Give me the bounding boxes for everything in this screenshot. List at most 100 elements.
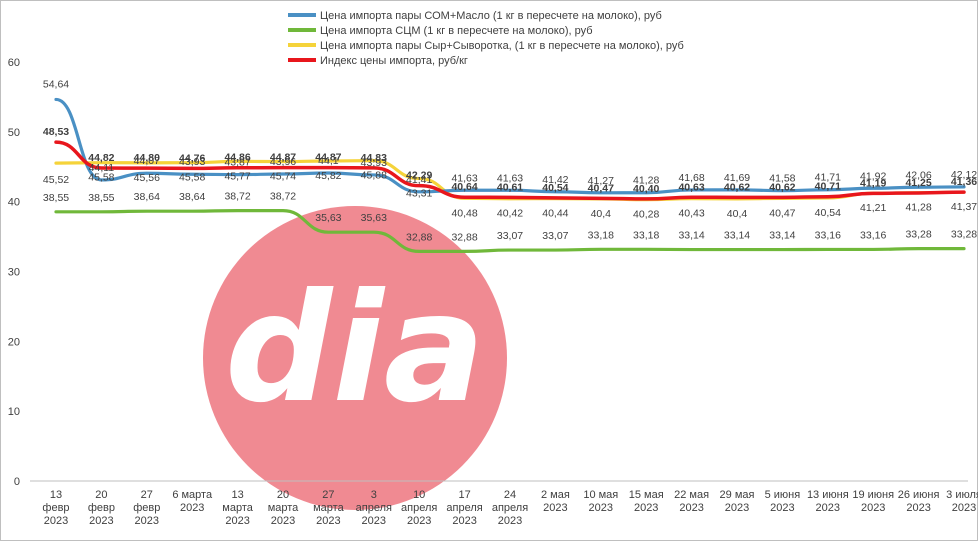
data-label-s4: 42,29	[406, 170, 432, 182]
data-label-s1: 41,69	[724, 172, 750, 184]
data-label-s1: 41,28	[633, 175, 659, 187]
data-label-s1: 43,87	[224, 157, 250, 169]
data-label-s2: 38,64	[134, 191, 160, 203]
data-label-s3: 45,58	[88, 172, 114, 184]
data-label-s4: 44,86	[224, 152, 250, 164]
x-tick-label: 22 мая 2023	[674, 489, 709, 514]
x-tick-label: 24 апреля 2023	[492, 489, 528, 527]
data-label-s2: 33,14	[724, 230, 750, 242]
x-tick-label: 17 апреля 2023	[446, 489, 482, 527]
y-tick-label: 0	[14, 476, 20, 488]
data-label-s1: 43,96	[270, 156, 296, 168]
dia-watermark-logo: dia	[203, 206, 507, 510]
data-label-s2: 38,55	[88, 192, 114, 204]
legend-entry: Индекс цены импорта, руб/кг	[320, 55, 468, 67]
y-tick-label: 30	[8, 267, 20, 279]
data-label-s4: 40,47	[588, 182, 614, 194]
data-label-s2: 33,07	[542, 230, 568, 242]
data-label-s2: 38,72	[270, 191, 296, 203]
chart-legend: Цена импорта пары СОМ+Масло (1 кг в пере…	[288, 10, 684, 67]
data-label-s4: 40,54	[542, 182, 568, 194]
data-label-s4: 40,71	[815, 181, 841, 193]
data-label-s3: 45,52	[43, 174, 69, 186]
chart-axes: 0 10 20 30 40 50 60 13 февр 2023 20 февр 2023 27 февр 2…	[8, 57, 978, 527]
data-label-s3: 43,31	[406, 188, 432, 200]
data-label-s3: 40,4	[591, 208, 612, 220]
data-label-s4: 40,64	[451, 181, 477, 193]
data-label-s3: 40,54	[815, 207, 841, 219]
data-label-s4: 41,25	[905, 177, 931, 189]
x-tick-label: 3 июля2023	[946, 489, 978, 514]
data-label-s1: 43,93	[179, 156, 205, 168]
data-label-s3: 41,28	[905, 202, 931, 214]
data-label-s2: 33,07	[497, 230, 523, 242]
legend-entry: Цена импорта пары Сыр+Сыворотка, (1 кг в…	[320, 40, 684, 52]
data-label-s1: 44,1	[318, 155, 339, 167]
x-tick-label: 29 мая 2023	[720, 489, 755, 514]
data-label-s3: 40,47	[769, 207, 795, 219]
data-label-s3: 45,56	[134, 172, 160, 184]
x-tick-label: 19 июня 2023	[852, 489, 894, 514]
series-line-4	[54, 140, 966, 201]
data-label-s4: 41,19	[860, 177, 886, 189]
x-tick-label: 15 мая 2023	[629, 489, 664, 514]
data-label-s3: 40,43	[678, 208, 704, 220]
watermark-text: dia	[225, 262, 485, 436]
data-label-s4: 44,76	[179, 152, 205, 164]
data-label-s2: 33,14	[678, 230, 704, 242]
series-line-1	[54, 97, 966, 195]
x-tick-label: 5 июня 2023	[765, 489, 801, 514]
data-label-s3: 40,44	[542, 208, 568, 220]
data-label-s2: 38,64	[179, 191, 205, 203]
data-label-s2: 38,55	[43, 192, 69, 204]
data-label-s1: 41,42	[542, 174, 568, 186]
data-label-s1: 41,71	[815, 172, 841, 184]
data-label-s1: 44,07	[134, 155, 160, 167]
data-label-s3: 45,82	[315, 170, 341, 182]
data-label-s1: 41,63	[497, 172, 523, 184]
x-tick-label: 27 марта 2023	[313, 489, 344, 527]
data-label-s2: 38,72	[224, 191, 250, 203]
y-tick-label: 50	[8, 127, 20, 139]
data-label-s3: 40,28	[633, 209, 659, 221]
y-tick-label: 40	[8, 197, 20, 209]
data-label-s3: 40,4	[727, 208, 748, 220]
y-tick-label: 20	[8, 336, 20, 348]
y-tick-label: 60	[8, 57, 20, 69]
data-label-s4: 40,63	[678, 181, 704, 193]
data-label-s2: 33,28	[951, 229, 977, 241]
data-label-s1: 41,63	[451, 172, 477, 184]
data-label-s3: 40,42	[497, 208, 523, 220]
data-label-s1: 41,58	[769, 173, 795, 185]
data-label-s4: 44,80	[134, 152, 160, 164]
x-tick-label: 10 апреля 2023	[401, 489, 437, 527]
data-label-s4: 44,87	[315, 152, 341, 164]
data-label-s4: 44,83	[361, 152, 387, 164]
data-label-s1: 43,93	[361, 157, 387, 169]
legend-entry: Цена импорта СЦМ (1 кг в пересчете на мо…	[320, 25, 593, 37]
data-label-s1: 42,12	[951, 169, 977, 181]
data-label-s4: 48,53	[43, 126, 69, 138]
data-label-s2: 35,63	[361, 212, 387, 224]
data-label-s1: 54,64	[43, 78, 69, 90]
data-label-s2: 33,18	[588, 229, 614, 241]
data-label-s1: 41,41	[406, 174, 432, 186]
data-label-s2: 35,63	[315, 212, 341, 224]
data-label-s2: 32,88	[451, 231, 477, 243]
data-label-s3: 41,37	[951, 201, 977, 213]
y-tick-label: 10	[8, 406, 20, 418]
data-label-s3: 45,58	[179, 172, 205, 184]
x-tick-label: 20 февр 2023	[88, 489, 115, 527]
legend-entry: Цена импорта пары СОМ+Масло (1 кг в пере…	[320, 10, 662, 22]
data-label-s3: 41,21	[860, 202, 886, 214]
data-label-s4: 40,61	[497, 181, 523, 193]
watermark-circle	[203, 206, 507, 510]
data-label-s3: 45,74	[270, 171, 296, 183]
data-label-s2: 33,14	[769, 230, 795, 242]
x-tick-label: 2 мая 2023	[541, 489, 570, 514]
x-tick-label: 26 июня 2023	[898, 489, 940, 514]
data-label-s4: 40,62	[724, 181, 750, 193]
data-label-s3: 40,48	[451, 207, 477, 219]
